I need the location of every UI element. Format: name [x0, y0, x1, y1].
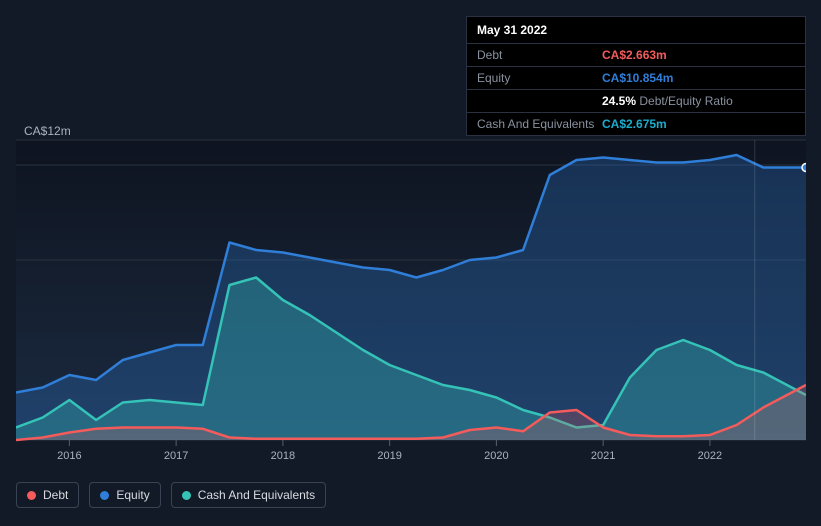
tooltip-row-label: Equity [477, 71, 602, 85]
chart-area[interactable] [16, 120, 806, 500]
x-axis-tick-label: 2019 [377, 450, 401, 462]
tooltip-row: EquityCA$10.854m [467, 67, 805, 90]
x-axis-ticks [69, 440, 710, 446]
x-axis-tick-label: 2018 [271, 450, 295, 462]
tooltip-date: May 31 2022 [467, 17, 805, 44]
legend-label: Cash And Equivalents [198, 488, 315, 502]
tooltip-row-value: 24.5% Debt/Equity Ratio [602, 94, 795, 108]
x-axis-tick-label: 2022 [698, 450, 722, 462]
tooltip-row: 24.5% Debt/Equity Ratio [467, 90, 805, 113]
legend-item[interactable]: Cash And Equivalents [171, 482, 326, 508]
tooltip-row-label [477, 94, 602, 108]
x-axis-labels: 2016 2017 2018 2019 2020 2021 2022 [16, 450, 806, 470]
legend-label: Debt [43, 488, 68, 502]
legend-item[interactable]: Equity [89, 482, 160, 508]
tooltip-row-label: Debt [477, 48, 602, 62]
legend-swatch-icon [27, 491, 36, 500]
x-axis-tick-label: 2016 [57, 450, 81, 462]
legend-item[interactable]: Debt [16, 482, 79, 508]
legend-swatch-icon [100, 491, 109, 500]
tooltip-row-value: CA$2.663m [602, 48, 795, 62]
area-chart-svg [16, 120, 806, 450]
legend-swatch-icon [182, 491, 191, 500]
chart-tooltip: May 31 2022 DebtCA$2.663mEquityCA$10.854… [466, 16, 806, 136]
x-axis-tick-label: 2021 [591, 450, 615, 462]
tooltip-row-value: CA$10.854m [602, 71, 795, 85]
chart-legend: Debt Equity Cash And Equivalents [16, 482, 326, 508]
legend-label: Equity [116, 488, 149, 502]
x-axis-tick-label: 2020 [484, 450, 508, 462]
tooltip-row: DebtCA$2.663m [467, 44, 805, 67]
x-axis-tick-label: 2017 [164, 450, 188, 462]
